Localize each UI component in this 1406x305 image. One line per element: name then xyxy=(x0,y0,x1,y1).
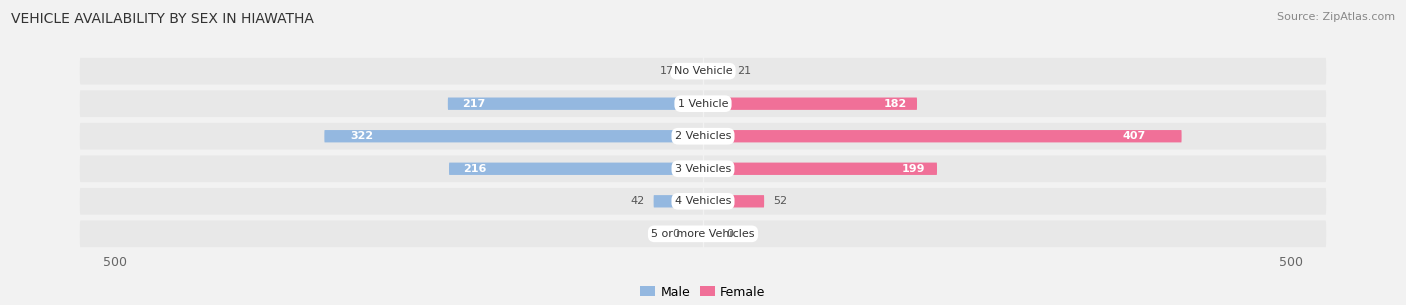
Text: 407: 407 xyxy=(1122,131,1146,141)
Text: 322: 322 xyxy=(350,131,374,141)
FancyBboxPatch shape xyxy=(703,65,728,77)
Text: 1 Vehicle: 1 Vehicle xyxy=(678,99,728,109)
Text: 17: 17 xyxy=(659,66,673,76)
FancyBboxPatch shape xyxy=(80,156,1326,182)
Text: 216: 216 xyxy=(463,164,486,174)
FancyBboxPatch shape xyxy=(80,188,1326,215)
FancyBboxPatch shape xyxy=(703,228,717,240)
Text: 0: 0 xyxy=(672,229,679,239)
Legend: Male, Female: Male, Female xyxy=(641,285,765,299)
Text: 182: 182 xyxy=(884,99,907,109)
Text: 2 Vehicles: 2 Vehicles xyxy=(675,131,731,141)
FancyBboxPatch shape xyxy=(80,221,1326,247)
Text: 0: 0 xyxy=(727,229,734,239)
FancyBboxPatch shape xyxy=(80,123,1326,149)
FancyBboxPatch shape xyxy=(703,195,763,207)
FancyBboxPatch shape xyxy=(80,58,1326,84)
FancyBboxPatch shape xyxy=(703,130,1181,142)
FancyBboxPatch shape xyxy=(703,98,917,110)
FancyBboxPatch shape xyxy=(449,98,703,110)
Text: 42: 42 xyxy=(630,196,644,206)
FancyBboxPatch shape xyxy=(325,130,703,142)
Text: 3 Vehicles: 3 Vehicles xyxy=(675,164,731,174)
Text: 199: 199 xyxy=(901,164,925,174)
Text: 52: 52 xyxy=(773,196,787,206)
Text: Source: ZipAtlas.com: Source: ZipAtlas.com xyxy=(1277,12,1395,22)
Text: 4 Vehicles: 4 Vehicles xyxy=(675,196,731,206)
FancyBboxPatch shape xyxy=(80,90,1326,117)
FancyBboxPatch shape xyxy=(703,163,936,175)
Text: 217: 217 xyxy=(461,99,485,109)
FancyBboxPatch shape xyxy=(654,195,703,207)
Text: No Vehicle: No Vehicle xyxy=(673,66,733,76)
Text: VEHICLE AVAILABILITY BY SEX IN HIAWATHA: VEHICLE AVAILABILITY BY SEX IN HIAWATHA xyxy=(11,12,314,26)
Text: 5 or more Vehicles: 5 or more Vehicles xyxy=(651,229,755,239)
FancyBboxPatch shape xyxy=(689,228,703,240)
FancyBboxPatch shape xyxy=(683,65,703,77)
Text: 21: 21 xyxy=(737,66,751,76)
FancyBboxPatch shape xyxy=(449,163,703,175)
